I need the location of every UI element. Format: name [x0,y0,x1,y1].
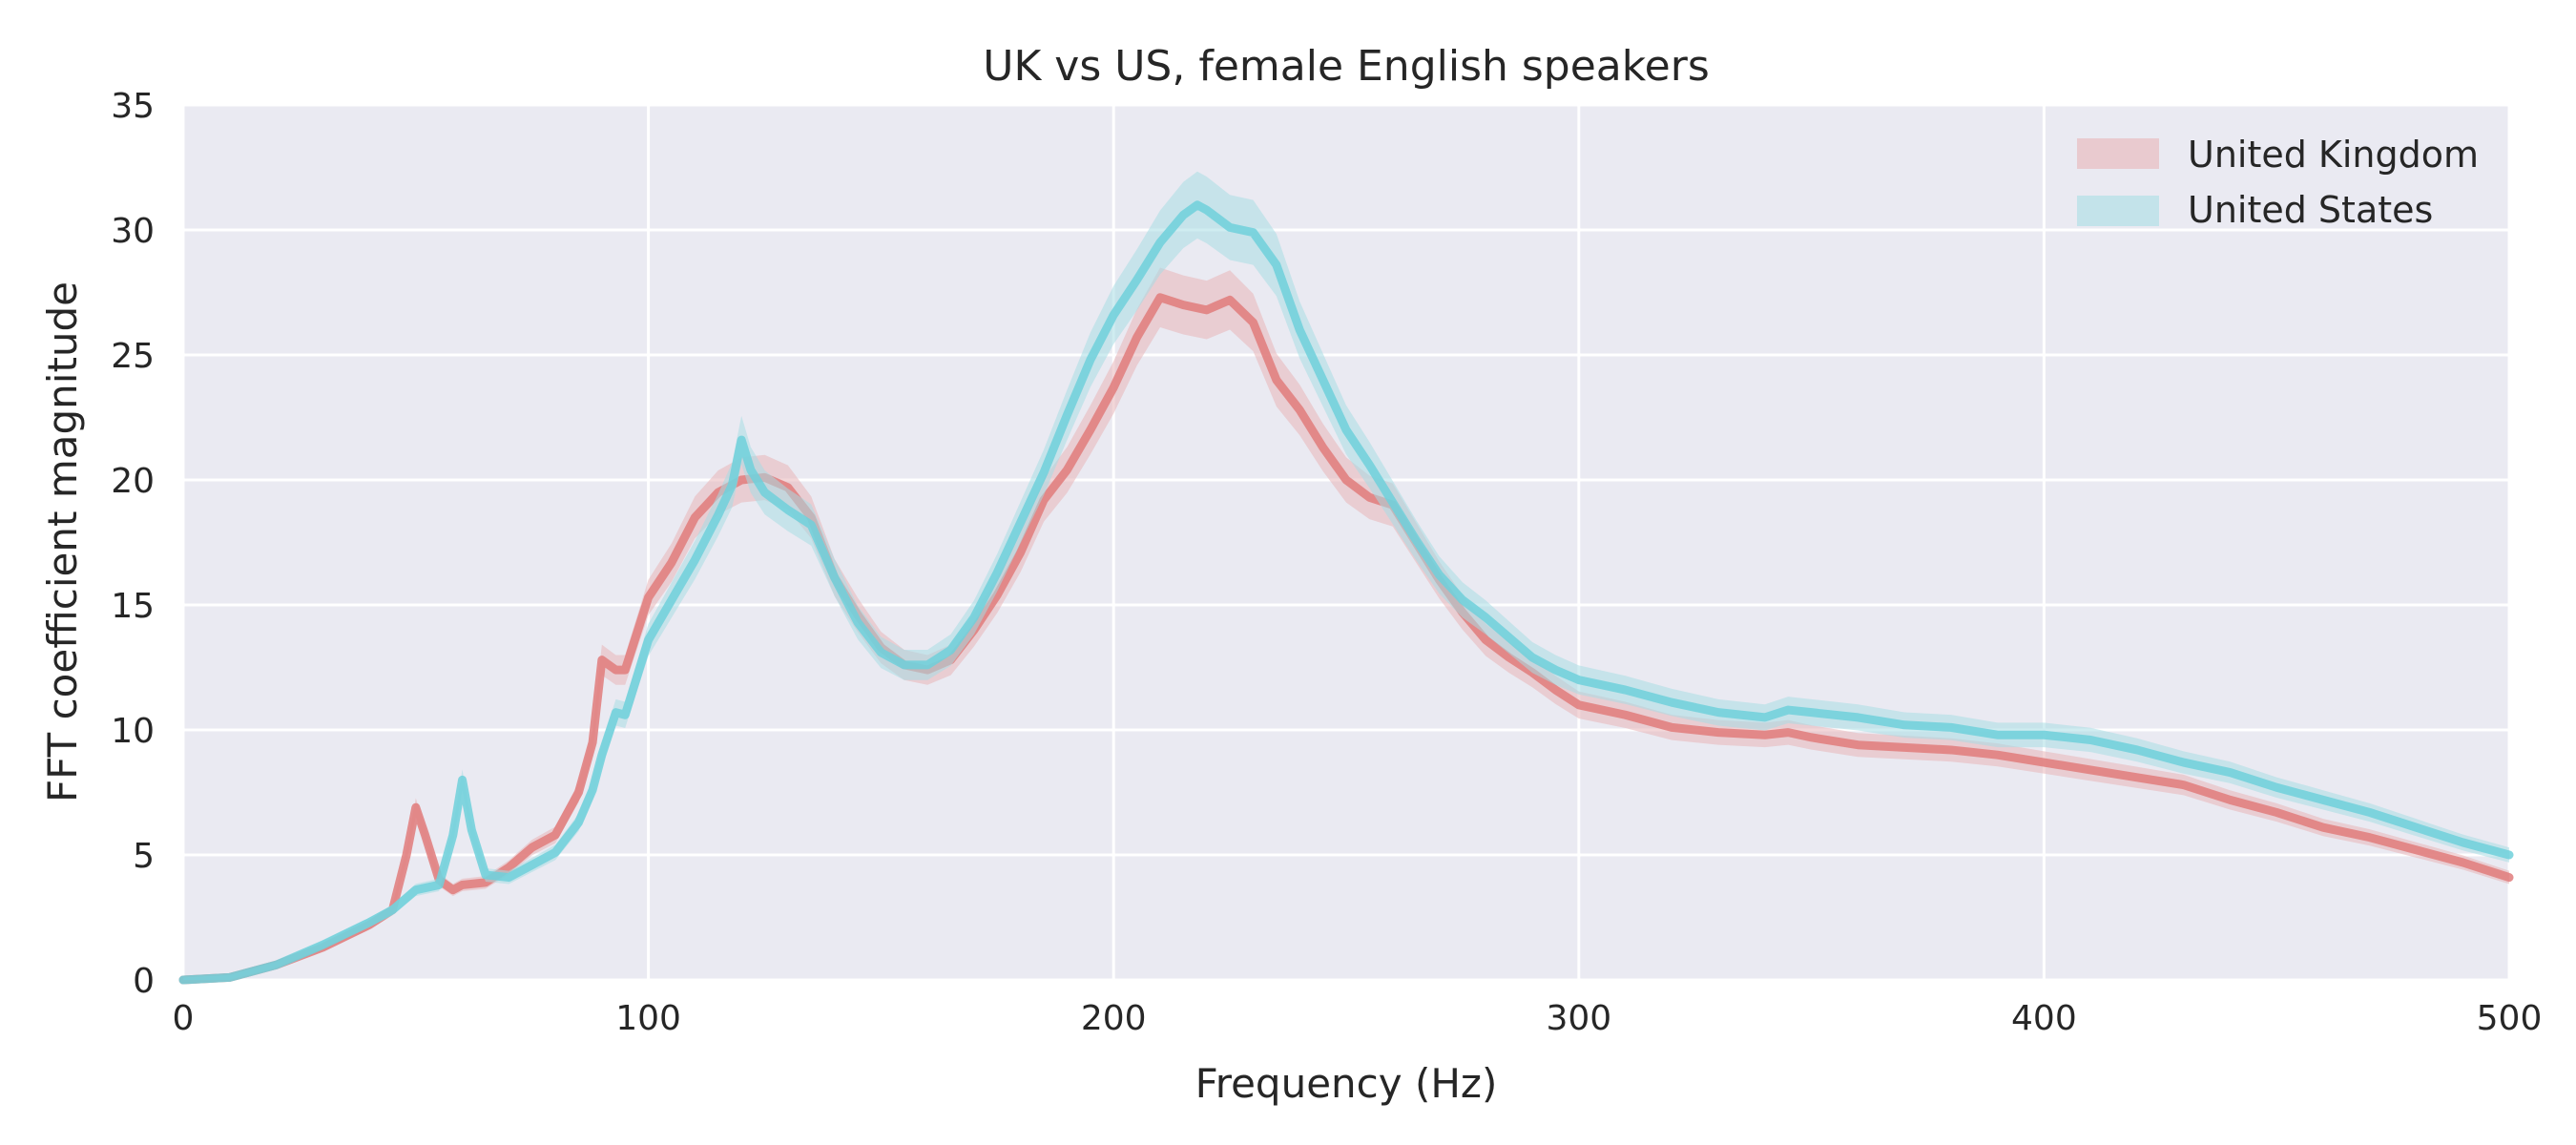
legend-label-uk: United Kingdom [2188,134,2479,176]
x-tick-label: 300 [1546,999,1611,1038]
series-layer [178,171,2514,985]
x-tick-label: 0 [173,999,195,1038]
x-axis-ticks: 0 100 200 300 400 500 [173,999,2543,1038]
legend-swatch-us [2077,196,2159,226]
x-tick-label: 100 [615,999,681,1038]
y-tick-label: 5 [133,837,155,876]
x-tick-label: 400 [2011,999,2077,1038]
legend-label-us: United States [2188,189,2433,231]
y-tick-label: 30 [111,212,155,251]
x-tick-label: 500 [2477,999,2543,1038]
y-tick-label: 25 [111,337,155,376]
y-tick-label: 20 [111,462,155,501]
series-line-uk [178,293,2514,985]
legend: United Kingdom United States [2077,134,2479,231]
x-axis-label: Frequency (Hz) [1195,1060,1498,1107]
y-axis-ticks: 0 5 10 15 20 25 30 35 [111,87,155,1001]
y-tick-label: 0 [133,962,155,1001]
chart-title: UK vs US, female English speakers [983,42,1710,91]
series-line-us [178,200,2514,985]
y-tick-label: 15 [111,587,155,626]
legend-swatch-uk [2077,138,2159,169]
y-tick-label: 35 [111,87,155,126]
y-tick-label: 10 [111,712,155,751]
x-tick-label: 200 [1081,999,1147,1038]
y-axis-label: FFT coefficient magnitude [39,281,86,802]
